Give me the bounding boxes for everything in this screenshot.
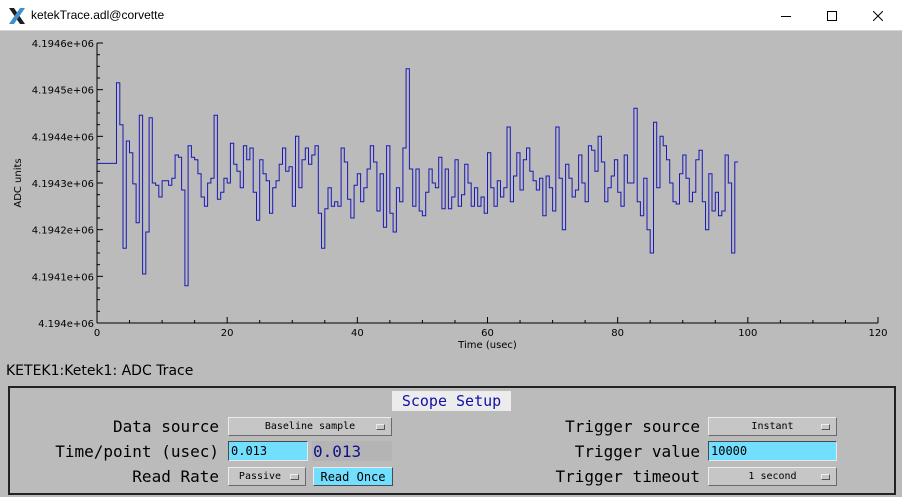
x-tick-label: 60	[481, 328, 494, 339]
minimize-icon	[781, 15, 791, 17]
time-per-point-readback: 0.013	[313, 442, 362, 461]
trigger-timeout-menu[interactable]: 1 second	[708, 467, 837, 486]
y-tick-label: 4.1944e+06	[32, 132, 94, 143]
trigger-timeout-value: 1 second	[748, 471, 797, 482]
trigger-source-menu[interactable]: Instant	[708, 417, 837, 436]
read-rate-value: Passive	[238, 471, 282, 482]
x-tick-label: 40	[351, 328, 364, 339]
client-area: 0 20 40 60 80 100 120 4.194e+06 4.1941e+06 4.1942…	[0, 31, 902, 497]
x-tick-label: 80	[611, 328, 624, 339]
adc-trace-plot: 0 20 40 60 80 100 120 4.194e+06 4.1941e+06 4.1942…	[13, 39, 888, 351]
y-axis-label: ADC units	[13, 158, 24, 207]
close-icon	[873, 10, 883, 21]
title-bar: ketekTrace.adl@corvette	[0, 0, 902, 31]
y-tick-label: 4.194e+06	[38, 319, 94, 330]
minimize-button[interactable]	[763, 0, 809, 31]
close-button[interactable]	[855, 0, 901, 31]
y-tick-label: 4.1945e+06	[32, 86, 94, 97]
x-tick-label: 0	[94, 328, 100, 339]
panel-title: Scope Setup	[392, 391, 511, 411]
trigger-value-label: Trigger value	[574, 442, 700, 461]
read-rate-label: Read Rate	[132, 467, 219, 486]
adc-trace-line	[97, 68, 739, 287]
menu-indicator-icon	[821, 424, 830, 430]
y-tick-label: 4.1943e+06	[32, 179, 94, 190]
trigger-source-value: Instant	[751, 421, 794, 432]
menu-indicator-icon	[290, 474, 299, 480]
trigger-source-label: Trigger source	[565, 417, 700, 436]
x-axis-label: Time (usec)	[457, 340, 517, 351]
y-tick-label: 4.1946e+06	[32, 39, 94, 50]
scope-setup-panel: Scope Setup Data source Baseline sample …	[8, 386, 896, 495]
data-source-label: Data source	[113, 417, 219, 436]
x-tick-label: 20	[221, 328, 234, 339]
time-per-point-label: Time/point (usec)	[55, 442, 219, 461]
read-once-button[interactable]: Read Once	[313, 467, 393, 486]
menu-indicator-icon	[821, 474, 830, 480]
x-tick-label: 100	[738, 328, 757, 339]
y-tick-label: 4.1942e+06	[32, 226, 94, 237]
plot-axes: 0 20 40 60 80 100 120 4.194e+06 4.1941e+06 4.1942…	[32, 39, 888, 339]
y-tick-label: 4.1941e+06	[32, 272, 94, 283]
trigger-value-input[interactable]: 10000	[708, 441, 837, 461]
window-title: ketekTrace.adl@corvette	[31, 8, 165, 22]
trigger-timeout-label: Trigger timeout	[555, 467, 701, 486]
maximize-button[interactable]	[809, 0, 855, 31]
x-logo-icon	[9, 8, 25, 24]
time-per-point-readback-box	[312, 441, 392, 461]
menu-indicator-icon	[376, 424, 385, 430]
pv-name-label: KETEK1:Ketek1: ADC Trace	[6, 363, 194, 379]
maximize-icon	[827, 10, 837, 21]
x-tick-label: 120	[868, 328, 887, 339]
data-source-menu[interactable]: Baseline sample	[228, 417, 392, 436]
time-per-point-input[interactable]: 0.013	[228, 441, 308, 461]
read-rate-menu[interactable]: Passive	[228, 467, 306, 486]
data-source-value: Baseline sample	[264, 421, 356, 432]
